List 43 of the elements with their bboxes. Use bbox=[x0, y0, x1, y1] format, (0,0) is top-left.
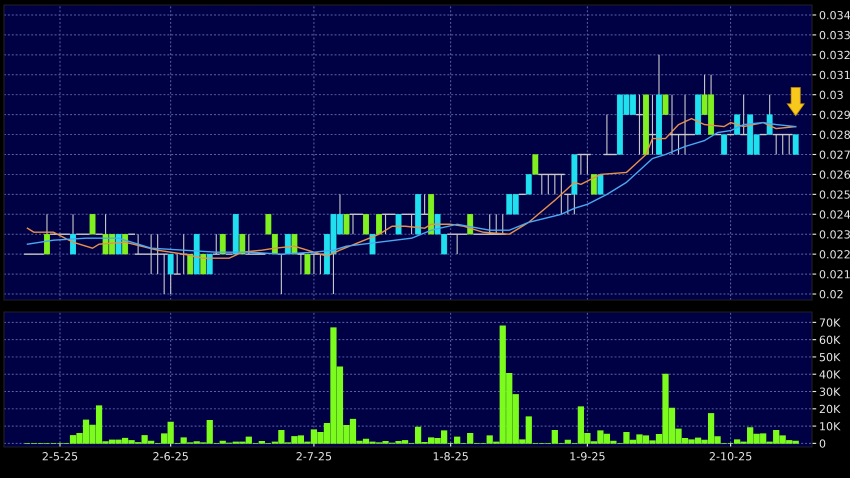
candlestick bbox=[421, 194, 428, 215]
candlestick bbox=[590, 174, 597, 195]
candlestick bbox=[721, 134, 728, 156]
y-tick-label: 70K bbox=[820, 318, 841, 327]
candlestick bbox=[740, 94, 748, 136]
candlestick bbox=[200, 254, 206, 275]
y-tick-label: 0.024 bbox=[820, 210, 850, 219]
candlestick bbox=[597, 174, 604, 195]
x-tick-label: 2-5-25 bbox=[42, 452, 78, 460]
y-tick-label: 60K bbox=[820, 336, 841, 344]
y-tick-label: 0 bbox=[820, 439, 826, 448]
y-tick-label: 0.023 bbox=[820, 230, 850, 239]
x-tick-label: 1-9-25 bbox=[570, 452, 605, 460]
candlestick bbox=[564, 194, 572, 215]
y-tick-label: 50K bbox=[820, 352, 841, 362]
y-tick-label: 40K bbox=[819, 370, 841, 379]
candlestick bbox=[187, 254, 194, 275]
x-tick-label: 1-8-25 bbox=[434, 452, 468, 460]
y-tick-label: 0.031 bbox=[820, 70, 850, 80]
candlestick bbox=[297, 253, 304, 275]
y-tick-label: 0.027 bbox=[820, 150, 850, 159]
candlestick bbox=[174, 254, 181, 275]
y-tick-label: 0.032 bbox=[820, 50, 850, 60]
candlestick bbox=[662, 94, 668, 116]
y-tick-label: 10K bbox=[820, 422, 841, 430]
y-tick-label: 0.028 bbox=[820, 130, 850, 139]
y-tick-label: 0.034 bbox=[820, 10, 850, 20]
x-tick-label: 2-10-25 bbox=[710, 452, 752, 460]
y-tick-label: 0.02 bbox=[820, 290, 843, 298]
candlestick bbox=[212, 234, 220, 255]
y-tick-label: 0.033 bbox=[820, 30, 850, 40]
y-tick-label: 0.029 bbox=[820, 110, 850, 120]
y-tick-label: 20K bbox=[820, 404, 841, 414]
y-tick-label: 0.026 bbox=[820, 170, 850, 179]
y-tick-label: 0.025 bbox=[820, 190, 850, 199]
candlestick bbox=[636, 94, 643, 156]
x-tick-label: 2-6-25 bbox=[153, 452, 188, 460]
x-tick-label: 2-7-25 bbox=[296, 452, 332, 460]
y-tick-label: 0.021 bbox=[820, 270, 850, 278]
y-tick-label: 30K bbox=[820, 387, 841, 396]
y-tick-label: 0.022 bbox=[820, 250, 850, 259]
y-tick-label: 0.03 bbox=[820, 90, 843, 100]
candlestick bbox=[649, 94, 656, 156]
